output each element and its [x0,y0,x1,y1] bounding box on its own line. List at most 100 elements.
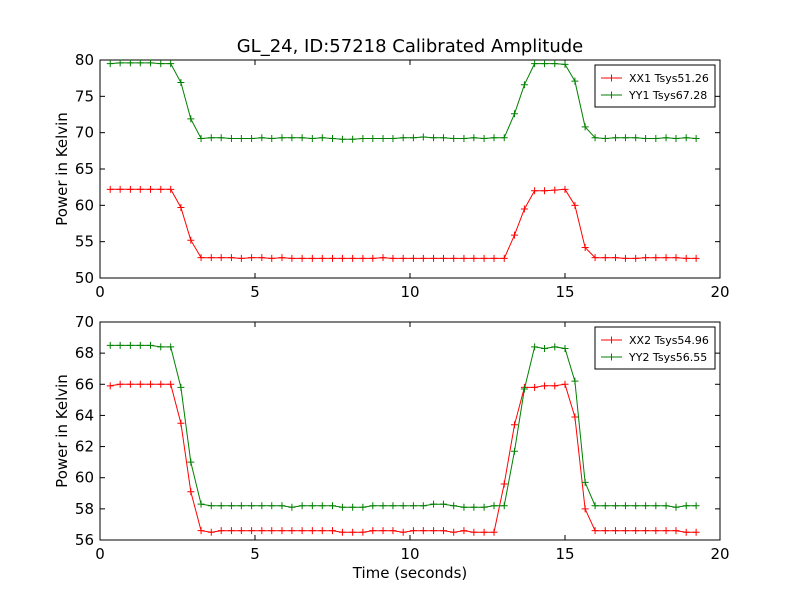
data-point [531,383,539,391]
data-point [430,134,438,142]
data-point [217,502,225,510]
data-point [197,134,205,142]
data-point [490,502,498,510]
legend-entry: XX2 Tsys54.96 [629,334,709,347]
data-point [207,134,215,142]
data-point [621,502,629,510]
data-point [460,503,468,511]
data-point [500,502,508,510]
data-point [349,503,357,511]
data-point [551,343,559,351]
data-point [692,502,700,510]
data-point [298,502,306,510]
data-point [439,500,447,508]
data-point [672,134,680,142]
data-point [187,115,195,123]
data-point [581,123,589,131]
data-point [217,527,225,535]
data-point [510,447,518,455]
legend: XX1 Tsys51.26 YY1 Tsys67.28 [594,64,716,108]
x-tick-label: 20 [710,545,729,563]
y-tick-label: 56 [75,531,94,549]
data-point [329,502,336,510]
legend-marker [608,353,615,361]
data-point [460,254,468,262]
data-point [460,134,468,142]
data-point [227,134,235,142]
figure-title: GL_24, ID:57218 Calibrated Amplitude [237,36,584,57]
data-point [662,502,670,510]
data-point [531,187,539,195]
data-point [157,343,165,351]
legend: XX2 Tsys54.96 YY2 Tsys56.55 [594,326,716,370]
data-point [147,59,155,67]
data-point [167,60,175,68]
data-point [379,254,387,262]
data-point [338,135,346,143]
data-point [338,503,346,511]
data-point [399,134,407,142]
data-point [217,254,225,262]
series-1 [106,185,700,262]
data-point [288,527,296,535]
data-point [450,502,458,510]
x-tick-label: 5 [250,283,260,301]
data-point [470,134,478,142]
data-point [147,185,155,193]
data-point [268,502,276,510]
data-point [551,186,559,194]
data-point [288,503,296,511]
data-point [612,527,620,535]
data-point [500,254,508,262]
y-tick-label: 70 [75,124,94,142]
y-tick-label: 60 [75,196,94,214]
chart-panel-2: 0 5 10 15 20 56 58 60 62 64 66 68 70 Power in Kelvin T… [53,313,730,582]
data-point [520,205,528,213]
data-point [237,527,245,535]
data-point [612,502,620,510]
data-point [278,134,286,142]
data-point [298,134,306,142]
data-point [682,502,690,510]
y-axis-label: Power in Kelvin [53,112,71,226]
data-point [197,527,205,535]
data-point [399,502,407,510]
data-point [541,344,549,352]
data-point [116,341,124,349]
data-point [642,502,650,510]
data-point [419,527,427,535]
data-point [207,502,215,510]
data-point [329,134,336,142]
y-tick-label: 62 [75,438,94,456]
data-point [359,134,367,142]
data-point [187,488,195,496]
data-point [187,236,195,244]
data-point [571,413,579,421]
data-point [329,527,336,535]
data-point [157,380,165,388]
data-point [389,527,397,535]
data-point [591,254,599,262]
data-point [571,201,579,209]
data-point [571,377,579,385]
legend-entry: YY2 Tsys56.55 [628,351,707,364]
data-point [409,134,417,142]
data-point [308,254,316,262]
data-point [237,134,245,142]
data-point [581,243,589,251]
data-point [561,344,569,352]
data-point [349,528,357,536]
series-2 [106,59,700,143]
data-point [520,385,528,393]
data-point [369,527,377,535]
data-point [480,254,488,262]
data-point [359,254,367,262]
data-point [470,503,478,511]
y-tick-label: 64 [75,406,94,424]
data-point [621,134,629,142]
legend-box [594,64,716,108]
data-point [389,134,397,142]
data-point [571,77,579,85]
data-point [682,134,690,142]
